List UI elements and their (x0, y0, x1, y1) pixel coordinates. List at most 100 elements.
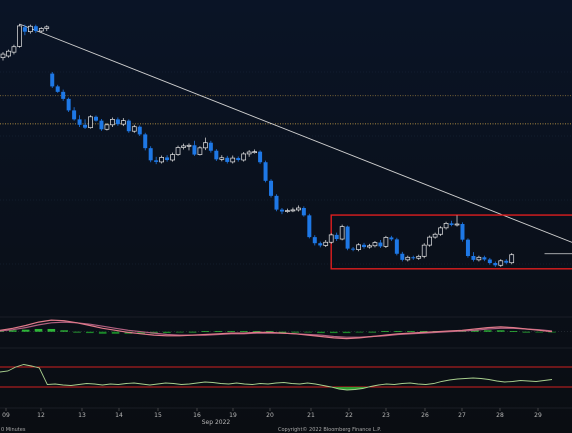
candle-body (115, 119, 120, 125)
candle-body (416, 255, 422, 259)
candle-body (312, 237, 317, 244)
candle-body (400, 253, 405, 260)
macd-histogram-bar (535, 331, 543, 333)
candle-body (328, 234, 334, 243)
x-tick-label: 28 (496, 412, 504, 419)
candle-body (476, 256, 482, 261)
x-tick-label: 21 (307, 412, 315, 419)
candle-body (389, 237, 394, 240)
candle-body (296, 207, 301, 211)
macd-histogram-bar (188, 331, 197, 333)
candle-body (44, 26, 50, 29)
candle-body (307, 215, 312, 238)
candle-body (28, 25, 33, 33)
x-tick-label: 15 (154, 412, 162, 419)
candle-body (471, 256, 476, 260)
candle-body (421, 244, 427, 257)
candle-body (482, 257, 487, 260)
candle-body (154, 160, 159, 162)
candle-body (88, 116, 93, 129)
x-tick-label: 20 (266, 412, 274, 419)
x-tick-label: 26 (421, 412, 429, 419)
candle-body (225, 157, 230, 162)
macd-histogram-bar (98, 331, 107, 334)
x-tick-label: 19 (229, 412, 237, 419)
candle-body (405, 256, 411, 261)
candle-body (285, 210, 290, 212)
macd-histogram-bar (265, 331, 274, 332)
candle-body (120, 120, 126, 125)
candle-body (323, 241, 329, 246)
macd-histogram-bar (317, 331, 325, 334)
macd-histogram-bar (509, 331, 518, 332)
candle-body (219, 157, 225, 160)
x-tick-label: 09 (2, 412, 10, 419)
candle-body (165, 157, 170, 160)
candle-body (77, 119, 82, 125)
x-tick-label: 23 (382, 412, 390, 419)
candle-body (258, 151, 263, 163)
interval-label: 0 Minutes (1, 427, 26, 433)
macd-histogram-bar (278, 331, 287, 333)
macd-histogram-bar (73, 331, 81, 333)
candle-body (449, 223, 454, 225)
macd-histogram-bar (240, 331, 248, 332)
macd-histogram-bar (329, 331, 338, 334)
candle-body (487, 259, 492, 264)
candle-body (22, 27, 27, 32)
macd-histogram-bar (60, 330, 68, 332)
macd-histogram-bar (137, 331, 146, 334)
macd-panel (0, 316, 572, 340)
candle-body (181, 145, 186, 148)
candle-body (99, 120, 104, 130)
candle-body (0, 53, 6, 58)
x-tick-label: 13 (78, 412, 86, 419)
macd-histogram-bar (21, 329, 30, 332)
candle-body (427, 236, 433, 246)
candle-body (236, 158, 241, 160)
macd-histogram-bar (355, 331, 364, 333)
candle-body (394, 239, 399, 254)
x-tick-label: 22 (345, 412, 353, 419)
macd-histogram-bar (252, 331, 261, 332)
candle-body (301, 208, 306, 216)
candle-body (126, 120, 131, 132)
candle-body (241, 153, 247, 161)
candle-body (345, 226, 350, 249)
trendline (19, 23, 572, 243)
macd-histogram-bar (163, 331, 171, 334)
candlestick-series (0, 24, 515, 267)
candle-body (143, 134, 148, 149)
candle-body (83, 124, 88, 128)
macd-histogram-bar (368, 331, 377, 333)
candle-body (175, 147, 181, 155)
macd-histogram-bar (34, 328, 43, 332)
copyright-label: Copyright© 2022 Bloomberg Finance L.P. (278, 426, 381, 433)
candle-body (72, 110, 77, 120)
macd-histogram-bar (496, 330, 505, 332)
candle-body (208, 142, 213, 151)
candle-body (110, 119, 115, 126)
candle-body (432, 233, 438, 238)
candle-body (61, 91, 66, 99)
candle-body (438, 227, 443, 235)
macd-histogram-bar (47, 328, 56, 332)
candle-body (186, 144, 192, 147)
candle-body (252, 151, 257, 154)
macd-histogram-bar (342, 331, 351, 334)
candle-body (104, 124, 110, 130)
macd-histogram-bar (175, 331, 184, 333)
macd-histogram-bar (0, 331, 4, 332)
macd-histogram-bar (548, 331, 556, 333)
candle-body (279, 209, 284, 212)
candle-body (498, 260, 504, 266)
candle-body (50, 73, 55, 87)
candle-body (339, 226, 345, 240)
candle-body (192, 145, 197, 155)
candle-body (55, 86, 60, 92)
rsi-oversold-fill (331, 387, 371, 390)
candle-body (269, 180, 274, 196)
candle-body (170, 154, 175, 161)
candle-body (93, 116, 98, 121)
